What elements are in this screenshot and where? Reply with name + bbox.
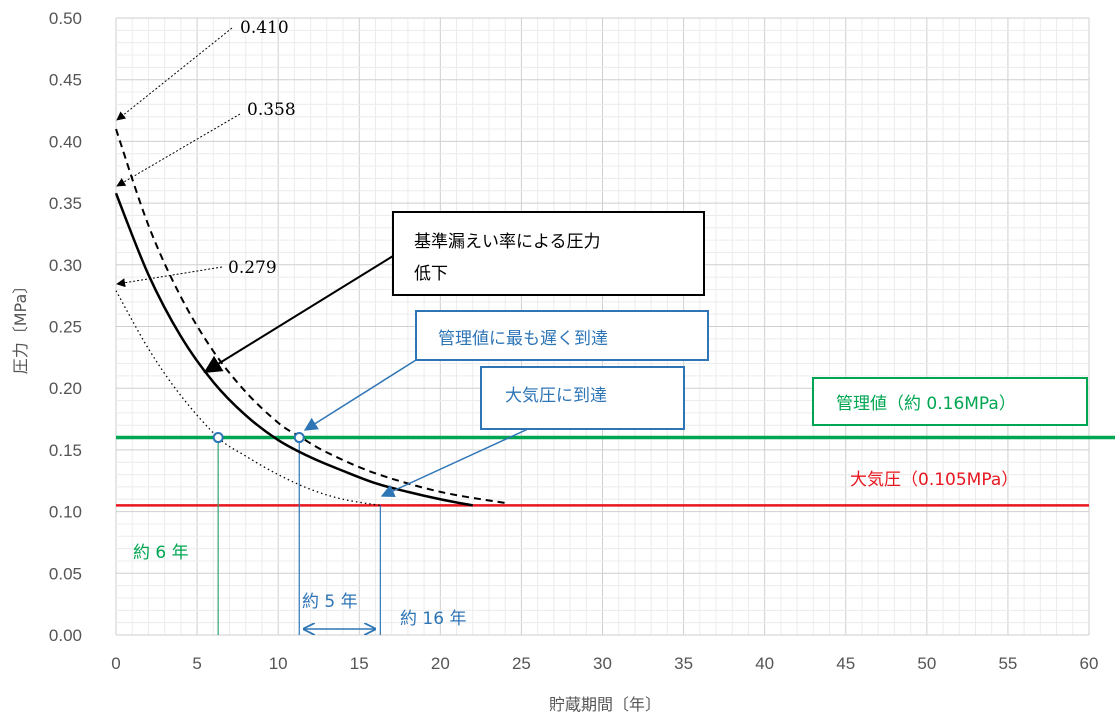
label-about-5-years: 約 5 年	[302, 592, 358, 612]
x-tick-label: 0	[111, 654, 120, 673]
point-marker	[293, 432, 305, 444]
y-tick-label: 0.00	[49, 626, 82, 645]
label-about-16-years: 約 16 年	[400, 609, 466, 629]
annotation-0358: 0.358	[116, 100, 296, 187]
y-tick-label: 0.40	[49, 132, 82, 151]
x-tick-label: 25	[512, 654, 531, 673]
label-about-6-years: 約 6 年	[133, 543, 189, 563]
callout-latest-control-text: 管理値に最も遅く到達	[438, 329, 608, 349]
x-tick-label: 60	[1080, 654, 1099, 673]
callout-standard-leak: 基準漏えい率による圧力 低下	[203, 211, 705, 373]
x-tick-label: 30	[593, 654, 612, 673]
x-tick-label: 55	[998, 654, 1017, 673]
annotation-0410: 0.410	[116, 18, 289, 121]
y-tick-label: 0.20	[49, 379, 82, 398]
y-tick-label: 0.10	[49, 503, 82, 522]
control-value-box	[812, 377, 1088, 426]
callout-atmospheric-box	[480, 366, 685, 430]
y-tick-label: 0.45	[49, 71, 82, 90]
atmospheric-label: 大気圧（0.105MPa）	[850, 470, 1018, 490]
callout-standard-leak-arrow	[203, 255, 394, 373]
x-tick-label: 10	[269, 654, 288, 673]
x-tick-label: 20	[431, 654, 450, 673]
point-marker	[212, 432, 224, 444]
x-tick-label: 40	[755, 654, 774, 673]
y-tick-label: 0.30	[49, 256, 82, 275]
annotation-0279: 0.279	[116, 258, 277, 288]
y-tick-label: 0.05	[49, 564, 82, 583]
label-0410: 0.410	[240, 18, 289, 38]
y-tick-label: 0.35	[49, 194, 82, 213]
y-axis-title: 圧力〔MPa〕	[11, 278, 30, 375]
reference-lines	[116, 435, 1115, 507]
series-lines	[114, 128, 506, 507]
label-0279: 0.279	[228, 258, 277, 278]
y-tick-label: 0.25	[49, 318, 82, 337]
label-0358: 0.358	[247, 100, 296, 120]
x-tick-label: 50	[917, 654, 936, 673]
x-tick-label: 15	[350, 654, 369, 673]
x-axis-title: 貯蔵期間〔年〕	[549, 695, 661, 714]
callout-latest-control-box	[415, 310, 709, 361]
markers	[212, 432, 305, 444]
grid	[115, 17, 1090, 636]
arrow-0279	[116, 266, 223, 288]
arrow-0410	[116, 27, 233, 121]
y-tick-label: 0.15	[49, 441, 82, 460]
y-tick-label: 0.50	[49, 9, 82, 28]
series-line-dashed	[115, 128, 506, 504]
callout-latest-control-arrow	[303, 359, 417, 431]
callout-standard-leak-box	[392, 211, 705, 296]
x-tick-label: 45	[836, 654, 855, 673]
x-tick-label: 35	[674, 654, 693, 673]
series-line-solid	[114, 192, 474, 507]
arrow-0358	[116, 113, 241, 187]
x-tick-label: 5	[192, 654, 201, 673]
control-value-label: 管理値（約 0.16MPa）	[812, 377, 1088, 426]
callout-atmospheric-arrow	[380, 428, 529, 498]
vertical-guides	[217, 437, 381, 635]
callout-standard-leak-line1: 基準漏えい率による圧力	[414, 232, 601, 252]
callout-atmospheric-text: 大気圧に到達	[505, 386, 607, 406]
callout-latest-control: 管理値に最も遅く到達	[303, 310, 709, 431]
series-line-dotted	[115, 290, 381, 507]
callout-atmospheric: 大気圧に到達	[380, 366, 685, 498]
callout-standard-leak-line2: 低下	[414, 264, 448, 284]
tick-labels: 0 5 10 15 20 25 30 35 40 45 50 55 60 0.00 0.05 0.10 0.15…	[49, 9, 1099, 673]
control-value-text: 管理値（約 0.16MPa）	[836, 394, 1016, 414]
